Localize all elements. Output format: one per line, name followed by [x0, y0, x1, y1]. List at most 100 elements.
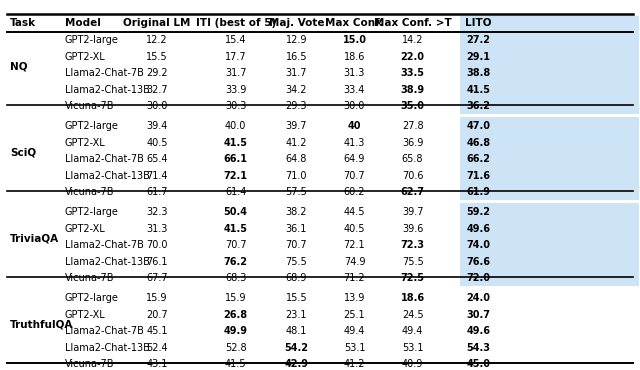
Text: 24.0: 24.0 — [467, 293, 490, 303]
Text: 15.5: 15.5 — [147, 51, 168, 61]
Text: Original LM: Original LM — [124, 18, 191, 28]
Text: Vicuna-7B: Vicuna-7B — [65, 273, 114, 283]
Bar — [461, 289, 639, 306]
Text: 34.2: 34.2 — [285, 85, 307, 95]
Bar — [461, 269, 639, 286]
Text: 12.9: 12.9 — [285, 35, 307, 45]
Text: 71.6: 71.6 — [467, 171, 490, 181]
Bar — [461, 184, 639, 200]
Text: 64.9: 64.9 — [344, 154, 365, 164]
Text: 38.9: 38.9 — [401, 85, 425, 95]
Bar — [461, 117, 639, 134]
Text: 62.7: 62.7 — [401, 187, 424, 197]
Text: GPT2-XL: GPT2-XL — [65, 224, 106, 234]
Text: GPT2-large: GPT2-large — [65, 121, 118, 131]
Bar — [461, 48, 639, 64]
Text: 41.5: 41.5 — [224, 138, 248, 148]
Text: 54.2: 54.2 — [284, 343, 308, 353]
Text: GPT2-XL: GPT2-XL — [65, 310, 106, 320]
Text: Llama2-Chat-7B: Llama2-Chat-7B — [65, 240, 143, 250]
Text: 35.0: 35.0 — [401, 101, 424, 111]
Text: 27.8: 27.8 — [402, 121, 424, 131]
Bar — [461, 204, 639, 220]
Bar — [461, 16, 639, 32]
Text: 15.9: 15.9 — [225, 293, 246, 303]
Text: 76.6: 76.6 — [467, 257, 490, 267]
Text: 39.6: 39.6 — [402, 224, 423, 234]
Text: Llama2-Chat-13B: Llama2-Chat-13B — [65, 343, 149, 353]
Text: 70.7: 70.7 — [344, 171, 365, 181]
Text: ITI (best of 5): ITI (best of 5) — [196, 18, 276, 28]
Text: 47.0: 47.0 — [467, 121, 490, 131]
Text: 60.2: 60.2 — [344, 187, 365, 197]
Text: 40.9: 40.9 — [402, 359, 423, 369]
Text: Maj. Vote: Maj. Vote — [269, 18, 324, 28]
Bar — [461, 31, 639, 48]
Text: 53.1: 53.1 — [402, 343, 423, 353]
Text: 65.4: 65.4 — [147, 154, 168, 164]
Text: 61.7: 61.7 — [147, 187, 168, 197]
Text: 57.5: 57.5 — [285, 187, 307, 197]
Text: GPT2-XL: GPT2-XL — [65, 51, 106, 61]
Text: GPT2-large: GPT2-large — [65, 207, 118, 217]
Text: 30.0: 30.0 — [147, 101, 168, 111]
Text: 15.0: 15.0 — [342, 35, 367, 45]
Text: 22.0: 22.0 — [401, 51, 424, 61]
Text: SciQ: SciQ — [10, 148, 36, 158]
Text: LITO: LITO — [465, 18, 492, 28]
Text: 32.7: 32.7 — [147, 85, 168, 95]
Text: 29.1: 29.1 — [467, 51, 490, 61]
Text: 40: 40 — [348, 121, 361, 131]
Bar — [461, 220, 639, 236]
Text: 41.2: 41.2 — [344, 359, 365, 369]
Text: 44.5: 44.5 — [344, 207, 365, 217]
Text: 31.7: 31.7 — [225, 68, 246, 78]
Text: TruthfulQA: TruthfulQA — [10, 320, 74, 330]
Text: 29.2: 29.2 — [147, 68, 168, 78]
Text: 72.1: 72.1 — [344, 240, 365, 250]
Text: 18.6: 18.6 — [401, 293, 425, 303]
Bar — [461, 64, 639, 81]
Text: 49.9: 49.9 — [224, 326, 248, 336]
Text: 31.3: 31.3 — [344, 68, 365, 78]
Bar — [461, 134, 639, 150]
Text: 13.9: 13.9 — [344, 293, 365, 303]
Text: 42.9: 42.9 — [284, 359, 308, 369]
Text: 49.4: 49.4 — [344, 326, 365, 336]
Bar — [461, 81, 639, 97]
Text: 75.5: 75.5 — [402, 257, 424, 267]
Text: 18.6: 18.6 — [344, 51, 365, 61]
Text: 33.5: 33.5 — [401, 68, 424, 78]
Text: 33.4: 33.4 — [344, 85, 365, 95]
Text: 61.9: 61.9 — [467, 187, 490, 197]
Text: 65.8: 65.8 — [402, 154, 423, 164]
Text: 15.4: 15.4 — [225, 35, 246, 45]
Text: 71.4: 71.4 — [147, 171, 168, 181]
Text: 33.9: 33.9 — [225, 85, 246, 95]
Text: 76.1: 76.1 — [147, 257, 168, 267]
Text: Task: Task — [10, 18, 36, 28]
Text: 45.1: 45.1 — [147, 326, 168, 336]
Text: 41.3: 41.3 — [344, 138, 365, 148]
Text: 40.5: 40.5 — [344, 224, 365, 234]
Text: 30.7: 30.7 — [467, 310, 490, 320]
Text: 52.8: 52.8 — [225, 343, 246, 353]
Text: 70.7: 70.7 — [225, 240, 246, 250]
Text: 59.2: 59.2 — [467, 207, 490, 217]
Text: Vicuna-7B: Vicuna-7B — [65, 101, 114, 111]
Text: 29.3: 29.3 — [285, 101, 307, 111]
Text: Vicuna-7B: Vicuna-7B — [65, 359, 114, 369]
Text: 76.2: 76.2 — [224, 257, 248, 267]
Text: Max Conf.: Max Conf. — [325, 18, 383, 28]
Text: 75.5: 75.5 — [285, 257, 307, 267]
Bar — [461, 236, 639, 253]
Text: 70.7: 70.7 — [285, 240, 307, 250]
Text: GPT2-XL: GPT2-XL — [65, 138, 106, 148]
Text: Llama2-Chat-7B: Llama2-Chat-7B — [65, 68, 143, 78]
Text: 49.6: 49.6 — [467, 326, 490, 336]
Bar — [461, 306, 639, 323]
Text: GPT2-large: GPT2-large — [65, 35, 118, 45]
Text: 23.1: 23.1 — [285, 310, 307, 320]
Text: TriviaQA: TriviaQA — [10, 234, 60, 244]
Text: 38.8: 38.8 — [467, 68, 490, 78]
